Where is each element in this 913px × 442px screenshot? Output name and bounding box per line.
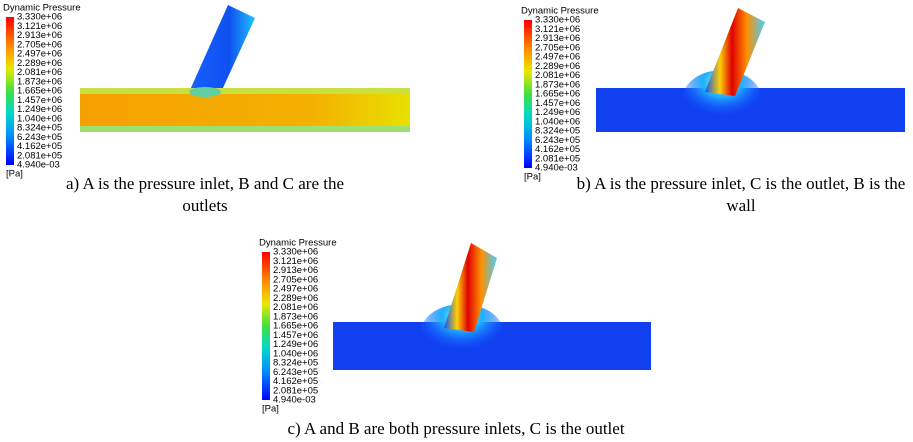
legend-label: 4.940e-03 xyxy=(273,395,316,406)
colorbar xyxy=(262,252,270,400)
caption: c) A and B are both pressure inlets, C i… xyxy=(156,418,756,440)
contour-figure: Dynamic Pressure3.330e+063.121e+062.913e… xyxy=(0,0,913,442)
contour-c xyxy=(333,243,651,370)
contour-a xyxy=(80,5,410,132)
legend-label: 4.940e-03 xyxy=(535,163,578,174)
colorbar xyxy=(524,20,532,168)
legend-unit: [Pa] xyxy=(6,169,23,180)
contour-b xyxy=(596,8,905,132)
colorbar xyxy=(6,17,14,165)
legend-label: 4.940e-03 xyxy=(17,160,60,171)
legend-unit: [Pa] xyxy=(262,404,279,415)
legend-unit: [Pa] xyxy=(524,172,541,183)
caption: a) A is the pressure inlet, B and C are … xyxy=(60,173,350,217)
caption: b) A is the pressure inlet, C is the out… xyxy=(571,173,911,217)
figure: Dynamic Pressure3.330e+063.121e+062.913e… xyxy=(0,0,913,442)
